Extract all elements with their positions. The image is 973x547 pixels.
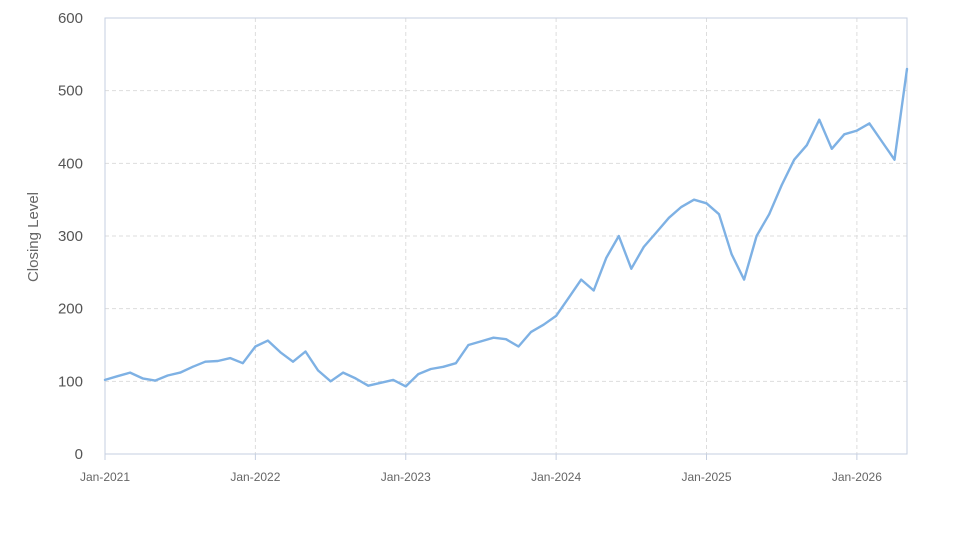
data-point [755, 235, 758, 237]
data-point [617, 235, 620, 237]
data-point [229, 357, 232, 360]
data-point [329, 380, 332, 383]
data-point [705, 202, 708, 205]
data-point [542, 323, 545, 326]
y-axis-ticks: 0 100 200 300 400 500 600 [58, 10, 83, 463]
data-point [580, 278, 583, 281]
y-tick-label: 600 [58, 10, 83, 27]
data-point [592, 289, 595, 292]
data-point [241, 362, 244, 365]
data-point [367, 384, 370, 387]
data-point [667, 216, 670, 219]
x-tick-label: Jan-2021 [80, 470, 130, 484]
data-point [141, 377, 144, 380]
data-point [104, 378, 106, 381]
series-group [103, 67, 909, 388]
x-tick-label: Jan-2023 [381, 470, 431, 484]
data-point [880, 140, 883, 143]
y-axis-label: Closing Level [25, 192, 42, 282]
data-point [492, 336, 495, 339]
data-point [179, 371, 182, 374]
data-point [868, 122, 871, 125]
data-point [354, 377, 357, 380]
data-point [893, 158, 896, 161]
data-point [605, 256, 608, 259]
data-point [680, 205, 683, 208]
data-point [718, 213, 720, 216]
data-point [154, 379, 157, 382]
data-point [479, 340, 482, 343]
x-tick-label: Jan-2026 [832, 470, 882, 484]
data-point [830, 147, 833, 150]
data-point [442, 365, 445, 368]
x-tick-label: Jan-2024 [531, 470, 581, 484]
data-point [793, 158, 796, 161]
data-point [429, 368, 432, 370]
data-point [642, 245, 645, 248]
data-point [630, 267, 633, 270]
y-tick-label: 500 [58, 83, 83, 100]
grid-lines [105, 17, 907, 454]
y-tick-label: 100 [58, 373, 83, 390]
data-point [655, 231, 658, 234]
data-point [517, 345, 520, 348]
data-point [805, 144, 808, 147]
data-point [116, 375, 119, 378]
y-tick-label: 0 [75, 446, 83, 463]
data-point [279, 351, 282, 354]
data-point [317, 369, 319, 372]
data-point [404, 385, 407, 388]
data-point [191, 365, 194, 368]
data-point [743, 278, 746, 281]
data-point [266, 339, 269, 342]
data-point [392, 378, 395, 381]
data-point [304, 350, 307, 353]
data-point [693, 198, 695, 201]
data-point [292, 360, 294, 363]
y-tick-label: 300 [58, 228, 83, 245]
data-point [906, 67, 908, 70]
data-point [555, 314, 558, 317]
data-point [216, 360, 219, 362]
data-point [505, 338, 507, 341]
data-point [204, 360, 207, 363]
data-point [843, 133, 846, 136]
y-tick-label: 200 [58, 301, 83, 318]
data-point [467, 344, 470, 346]
x-tick-label: Jan-2025 [681, 470, 731, 484]
data-point [379, 381, 382, 384]
data-point [454, 362, 457, 365]
y-tick-label: 400 [58, 155, 83, 172]
data-point [780, 184, 783, 187]
data-point [768, 213, 771, 216]
data-point [417, 373, 420, 376]
data-point [730, 253, 733, 256]
data-point [254, 345, 257, 348]
data-point [818, 118, 821, 121]
data-point [166, 374, 169, 377]
data-point [342, 371, 345, 374]
x-axis-ticks: Jan-2021 Jan-2022 Jan-2023 Jan-2024 Jan-2025… [80, 453, 907, 484]
data-point [855, 129, 858, 132]
data-point [129, 371, 132, 374]
data-point [530, 330, 533, 333]
data-point [567, 296, 570, 299]
x-tick-label: Jan-2022 [230, 470, 280, 484]
